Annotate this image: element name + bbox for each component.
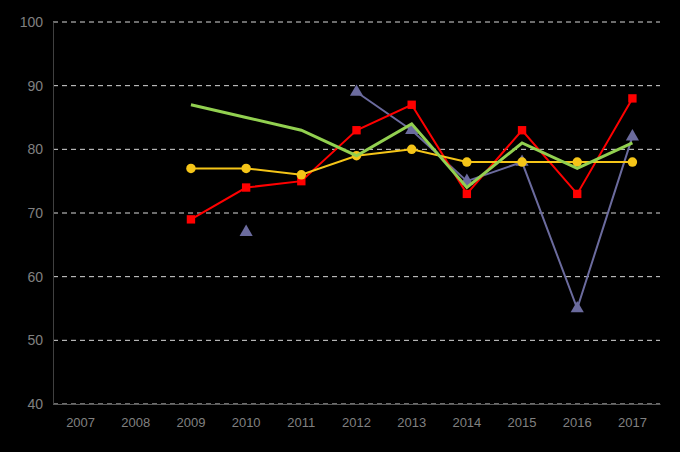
x-tick-label: 2015 [508,415,537,430]
series-marker [628,94,636,102]
series-marker [240,225,253,236]
series-marker [462,157,471,166]
y-axis: 40 50 60 70 80 90 100 [20,14,54,412]
series-marker [573,190,581,198]
y-tick-label: 80 [27,141,43,157]
y-tick: 100 [20,14,53,30]
series-marker [242,183,250,191]
series [187,94,637,223]
x-tick-label: 2013 [397,415,426,430]
x-tick-label: 2010 [232,415,261,430]
plot-area [186,84,639,312]
series-line [191,98,632,219]
grid-line [53,149,660,150]
x-tick: 2010 [232,404,261,430]
series-marker [463,190,471,198]
y-tick-label: 90 [27,78,43,94]
y-tick-label: 50 [27,332,43,348]
series-marker [407,101,415,109]
series-marker [517,157,526,166]
chart: 4050607080901002007200820092010201120122… [0,0,680,452]
x-tick: 2008 [121,404,150,430]
series-marker [352,126,360,134]
y-tick-label: 40 [27,396,43,412]
series-marker [571,301,584,312]
y-tick: 50 [27,332,53,348]
grid-line [53,213,660,214]
x-tick: 2017 [618,404,647,430]
series-marker [350,84,363,95]
series-marker [407,145,416,154]
x-tick-label: 2017 [618,415,647,430]
series-marker [518,126,526,134]
grid-line [53,22,660,23]
y-tick-label: 100 [20,14,44,30]
y-tick: 70 [27,205,53,221]
series [186,145,637,180]
background [0,0,680,452]
x-tick: 2014 [452,404,481,430]
x-tick: 2015 [508,404,537,430]
series-marker [241,164,250,173]
x-tick: 2013 [397,404,426,430]
grid-line [53,276,660,277]
x-tick-label: 2014 [452,415,481,430]
y-tick-label: 60 [27,269,43,285]
x-tick-label: 2012 [342,415,371,430]
y-tick: 40 [27,396,53,412]
series [240,84,639,312]
series-marker [515,154,528,165]
x-tick-label: 2009 [176,415,205,430]
y-tick: 80 [27,141,53,157]
y-tick: 90 [27,78,53,94]
x-tick-label: 2007 [66,415,95,430]
grid [53,22,660,404]
x-tick: 2011 [287,404,315,430]
x-tick-label: 2011 [287,415,315,430]
series-line [191,105,632,188]
x-tick-label: 2016 [563,415,592,430]
grid-line [53,340,660,341]
y-axis-line [53,23,54,405]
x-tick-label: 2008 [121,415,150,430]
x-tick: 2007 [66,404,95,430]
x-tick: 2012 [342,404,371,430]
x-axis: 2007 2008 2009 2010 2011 2012 2013 2014 2015 2016… [54,404,661,430]
y-tick: 60 [27,269,53,285]
series-line [246,92,632,308]
grid-line [53,404,660,405]
x-tick: 2016 [563,404,592,430]
series-marker [628,157,637,166]
series-marker [626,129,639,140]
series-marker [297,170,306,179]
y-tick-label: 70 [27,205,43,221]
series-marker [187,215,195,223]
x-tick: 2009 [176,404,205,430]
series-marker [186,164,195,173]
series [191,105,632,188]
x-axis-line [54,404,661,405]
